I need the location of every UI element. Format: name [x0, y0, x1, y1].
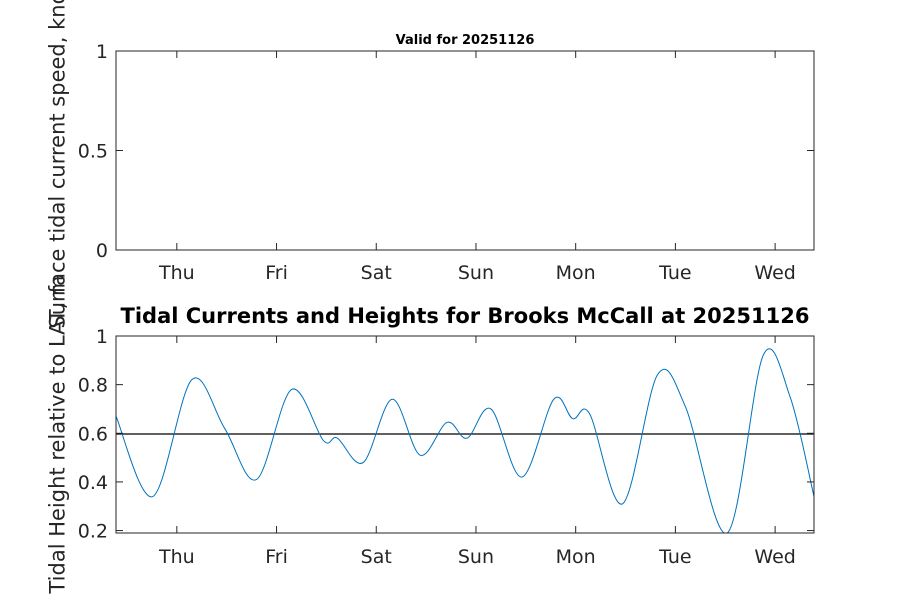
- y-tick-label: 0.4: [78, 472, 108, 494]
- y-axis-label: Surface tidal current speed, knots: [45, 0, 69, 329]
- x-tick-label: Fri: [265, 262, 288, 284]
- axes-frame: [115, 50, 815, 251]
- y-tick-label: 0.5: [78, 141, 108, 163]
- y-tick-label: 1: [96, 41, 108, 63]
- x-tick-label: Thu: [158, 262, 195, 284]
- y-tick-label: 0.6: [78, 423, 108, 445]
- axes-frame: [115, 335, 815, 534]
- y-axis-label: Tidal Height relative to LAT, m: [45, 275, 69, 594]
- chart-title: Tidal Currents and Heights for Brooks Mc…: [121, 304, 810, 328]
- x-tick-label: Sun: [458, 262, 494, 284]
- x-tick-label: Tue: [658, 262, 691, 284]
- chart-title: Valid for 20251126: [396, 33, 535, 48]
- x-tick-label: Mon: [556, 546, 596, 568]
- x-tick-label: Sat: [361, 546, 392, 568]
- y-tick-label: 1: [96, 326, 108, 348]
- bottom-axes: Thu Fri Sat Sun Mon Tue Wed 0.2 0.4 0.6 0.8 1 Tidal …: [45, 275, 815, 595]
- x-tick-label: Tue: [658, 546, 691, 568]
- y-tick-label: 0.2: [78, 521, 108, 543]
- x-tick-label: Fri: [265, 546, 288, 568]
- x-tick-label: Thu: [158, 546, 195, 568]
- x-tick-label: Wed: [754, 262, 795, 284]
- top-axes: Thu Fri Sat Sun Mon Tue Wed 0 0.5 1 Valid for 2025…: [45, 0, 815, 329]
- y-tick-label: 0: [96, 240, 108, 262]
- x-tick-label: Mon: [556, 262, 596, 284]
- x-tick-label: Sun: [458, 546, 494, 568]
- y-tick-label: 0.8: [78, 375, 108, 397]
- tidal-height-line: [116, 348, 814, 533]
- x-tick-label: Wed: [754, 546, 795, 568]
- x-tick-label: Sat: [361, 262, 392, 284]
